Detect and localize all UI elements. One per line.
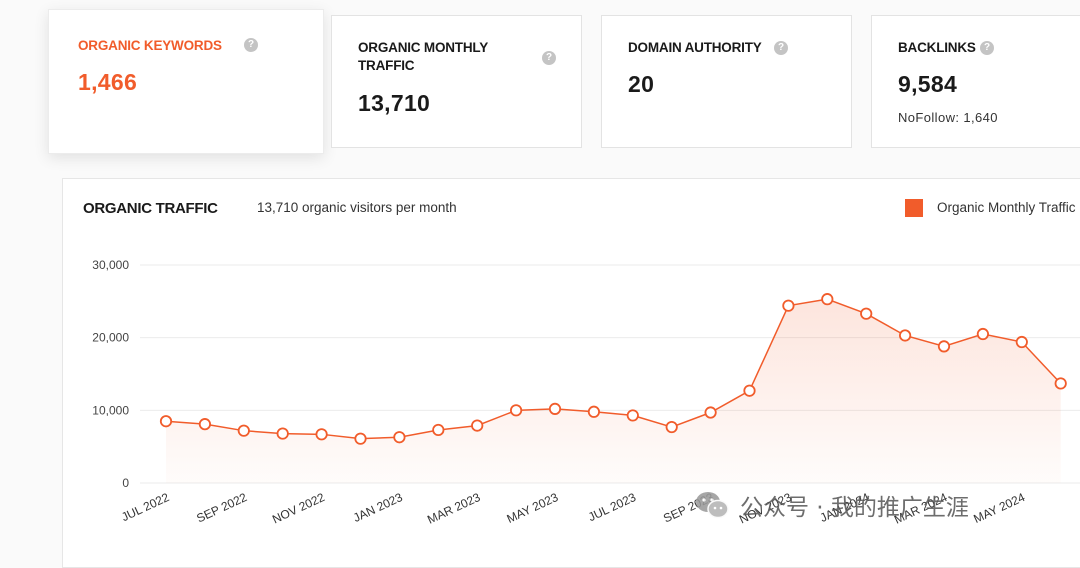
data-point[interactable] <box>1054 377 1067 390</box>
card-title-line-1: ORGANIC MONTHLY <box>358 40 489 55</box>
x-tick-label: MAY 2024 <box>971 490 1027 526</box>
data-point[interactable] <box>665 420 678 434</box>
y-tick-label: 20,000 <box>92 331 129 345</box>
data-point[interactable] <box>782 299 795 312</box>
card-value: 1,466 <box>78 69 138 95</box>
data-point[interactable] <box>509 404 523 417</box>
wechat-icon <box>696 492 729 519</box>
card-title: DOMAIN AUTHORITY <box>628 40 762 55</box>
help-icon[interactable]: ? <box>542 51 556 65</box>
data-point[interactable] <box>937 340 951 353</box>
x-tick-label: MAY 2023 <box>505 490 561 526</box>
card-value: 13,710 <box>358 90 431 116</box>
watermark-text: 公众号 · 我的推广生涯 <box>740 495 969 521</box>
data-point[interactable] <box>276 427 289 440</box>
data-point[interactable] <box>1015 335 1028 349</box>
y-tick-label: 10,000 <box>92 403 129 417</box>
metric-card-domain-authority[interactable]: DOMAIN AUTHORITY ? 20 <box>601 15 852 148</box>
legend-swatch[interactable] <box>905 199 923 217</box>
data-point[interactable] <box>821 293 834 306</box>
y-tick-label: 30,000 <box>92 258 129 272</box>
help-icon[interactable]: ? <box>980 41 994 55</box>
card-value: 9,584 <box>898 71 958 97</box>
card-value: 20 <box>628 71 655 97</box>
x-tick-label: JUL 2022 <box>119 490 171 524</box>
data-point[interactable] <box>587 405 601 418</box>
x-tick-label: JUL 2023 <box>586 490 638 524</box>
data-point[interactable] <box>354 432 367 445</box>
data-point[interactable] <box>548 402 562 415</box>
area-fill <box>166 299 1061 483</box>
metric-card-organic-monthly-traffic[interactable]: ORGANIC MONTHLY TRAFFIC ? 13,710 <box>331 15 582 148</box>
data-point[interactable] <box>704 406 717 419</box>
data-point[interactable] <box>626 409 639 422</box>
panel-title: ORGANIC TRAFFIC <box>83 200 218 217</box>
data-point[interactable] <box>898 329 912 342</box>
help-icon[interactable]: ? <box>244 38 258 52</box>
data-point[interactable] <box>471 419 484 432</box>
x-tick-label: SEP 2022 <box>194 490 249 526</box>
data-point[interactable] <box>198 418 211 431</box>
series-line <box>165 298 1062 440</box>
data-point[interactable] <box>860 307 873 320</box>
x-tick-label: JAN 2023 <box>351 490 405 525</box>
metric-card-backlinks[interactable]: BACKLINKS ? 9,584 NoFollow: 1,640 <box>871 15 1080 148</box>
x-tick-label: NOV 2022 <box>270 490 327 527</box>
card-title: ORGANIC KEYWORDS <box>78 38 222 53</box>
card-title-line-2: TRAFFIC <box>358 58 415 73</box>
data-point[interactable] <box>743 384 756 397</box>
legend-label[interactable]: Organic Monthly Traffic <box>937 200 1076 215</box>
watermark: 公众号 · 我的推广生涯 <box>694 488 969 522</box>
data-point[interactable] <box>237 424 250 437</box>
data-point[interactable] <box>393 431 406 444</box>
x-tick-label: MAR 2023 <box>425 490 483 527</box>
data-point[interactable] <box>315 428 328 441</box>
card-title: BACKLINKS <box>898 40 976 55</box>
y-tick-label: 0 <box>122 476 129 490</box>
metric-card-organic-keywords[interactable]: ORGANIC KEYWORDS ? 1,466 <box>48 9 324 154</box>
data-point[interactable] <box>976 327 990 341</box>
panel-subtitle: 13,710 organic visitors per month <box>257 200 457 215</box>
data-point[interactable] <box>432 423 445 437</box>
help-icon[interactable]: ? <box>774 41 788 55</box>
nofollow-count: NoFollow: 1,640 <box>898 110 998 125</box>
data-point[interactable] <box>159 415 173 428</box>
